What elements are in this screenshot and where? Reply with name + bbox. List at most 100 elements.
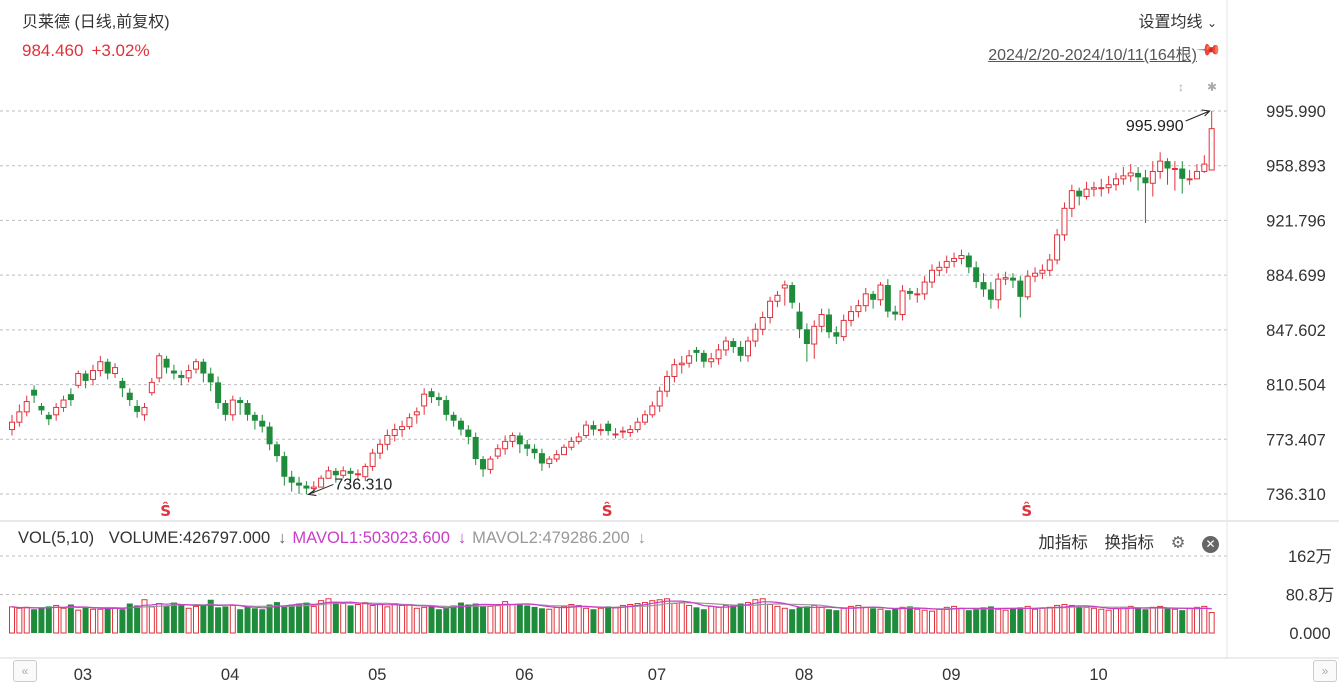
close-icon[interactable]: ✕ — [1202, 536, 1219, 553]
candlestick[interactable] — [428, 388, 435, 404]
candlestick[interactable] — [1105, 175, 1112, 194]
candlestick[interactable] — [921, 276, 928, 300]
candlestick[interactable] — [987, 282, 994, 309]
candlestick[interactable] — [1179, 161, 1186, 194]
candlestick[interactable] — [745, 336, 751, 362]
candlestick[interactable] — [568, 436, 575, 451]
candlestick[interactable] — [141, 403, 148, 421]
candlestick[interactable] — [1171, 161, 1178, 191]
candlestick[interactable] — [995, 273, 1002, 309]
candlestick[interactable] — [244, 400, 251, 421]
candlestick[interactable] — [332, 467, 339, 483]
candlestick[interactable] — [708, 352, 715, 368]
candlestick[interactable] — [811, 320, 818, 359]
candlestick[interactable] — [1142, 169, 1149, 224]
candlestick[interactable] — [1061, 202, 1068, 241]
candlestick[interactable] — [759, 311, 766, 336]
candlestick[interactable] — [531, 444, 538, 460]
candlestick[interactable] — [347, 467, 354, 482]
candlestick[interactable] — [671, 358, 678, 383]
candlestick[interactable] — [840, 314, 847, 342]
candlestick[interactable] — [1135, 167, 1142, 191]
candlestick[interactable] — [413, 407, 420, 424]
candlestick[interactable] — [929, 264, 935, 288]
candlestick[interactable] — [112, 363, 119, 378]
candlestick[interactable] — [207, 367, 214, 392]
candlestick[interactable] — [1193, 164, 1200, 180]
candlestick[interactable] — [200, 358, 207, 383]
candlestick[interactable] — [170, 364, 177, 380]
candlestick[interactable] — [215, 376, 222, 409]
candlestick[interactable] — [980, 273, 987, 297]
candlestick[interactable] — [825, 308, 832, 339]
candlestick[interactable] — [1157, 152, 1164, 179]
candlestick[interactable] — [23, 395, 30, 417]
candlestick[interactable] — [715, 344, 722, 365]
candlestick[interactable] — [266, 422, 273, 451]
candlestick[interactable] — [251, 411, 258, 430]
candlestick[interactable] — [1002, 271, 1009, 286]
candlestick[interactable] — [148, 377, 155, 396]
candlestick[interactable] — [229, 395, 236, 421]
candlestick[interactable] — [781, 280, 788, 306]
candlestick[interactable] — [480, 456, 487, 477]
candlestick[interactable] — [664, 370, 671, 398]
candlestick[interactable] — [700, 349, 707, 368]
candlestick[interactable] — [686, 349, 693, 368]
scroll-left-button[interactable]: « — [13, 660, 37, 682]
candlestick[interactable] — [796, 302, 803, 339]
candlestick[interactable] — [1164, 158, 1171, 185]
candlestick[interactable] — [1127, 164, 1134, 182]
candlestick[interactable] — [877, 282, 884, 306]
candlestick[interactable] — [1208, 110, 1215, 171]
signal-s-icon[interactable]: Ŝ — [602, 501, 613, 520]
candlestick[interactable] — [1046, 254, 1053, 277]
candlestick[interactable] — [362, 463, 369, 482]
candlestick[interactable] — [627, 425, 634, 437]
candlestick[interactable] — [89, 364, 96, 386]
candlestick[interactable] — [774, 290, 781, 308]
candlestick[interactable] — [421, 388, 428, 415]
candlestick[interactable] — [958, 249, 965, 265]
candlestick[interactable] — [951, 252, 958, 268]
candlestick[interactable] — [575, 432, 582, 445]
candlestick[interactable] — [1039, 264, 1046, 280]
candlestick[interactable] — [472, 432, 479, 465]
candlestick[interactable] — [502, 435, 509, 455]
candlestick[interactable] — [1120, 167, 1127, 185]
candlestick[interactable] — [619, 426, 626, 439]
resize-icon[interactable]: ↕ — [1178, 80, 1184, 94]
candlestick[interactable] — [818, 308, 825, 333]
candlestick[interactable] — [193, 358, 199, 374]
gear-icon[interactable]: ✱ — [1207, 80, 1218, 94]
candlestick[interactable] — [399, 420, 406, 437]
candlestick[interactable] — [789, 282, 796, 309]
candlestick[interactable] — [693, 346, 700, 362]
candlestick[interactable] — [1076, 187, 1083, 206]
candlestick[interactable] — [97, 355, 104, 377]
candlestick[interactable] — [833, 326, 840, 345]
candlestick[interactable] — [597, 423, 604, 436]
scroll-right-button[interactable]: » — [1313, 660, 1337, 682]
candlestick[interactable] — [1068, 184, 1075, 218]
candlestick[interactable] — [583, 420, 590, 439]
candlestick[interactable] — [9, 414, 15, 436]
candlestick[interactable] — [178, 370, 185, 386]
candlestick[interactable] — [16, 404, 23, 427]
candlestick[interactable] — [406, 413, 413, 430]
candlestick[interactable] — [1024, 270, 1031, 300]
candlestick[interactable] — [325, 466, 332, 479]
candlestick[interactable] — [82, 370, 89, 389]
candlestick[interactable] — [391, 423, 398, 442]
candlestick[interactable] — [1083, 181, 1090, 200]
candlestick[interactable] — [1098, 178, 1105, 197]
candlestick[interactable] — [936, 261, 943, 277]
candlestick[interactable] — [185, 364, 192, 383]
candlestick[interactable] — [273, 441, 280, 463]
candlestick[interactable] — [75, 370, 82, 389]
switch-indicator-button[interactable]: 换指标 — [1104, 534, 1155, 552]
candlestick[interactable] — [1009, 273, 1016, 288]
candlestick[interactable] — [914, 287, 921, 303]
candlestick[interactable] — [1054, 228, 1061, 265]
candlestick[interactable] — [450, 411, 457, 427]
